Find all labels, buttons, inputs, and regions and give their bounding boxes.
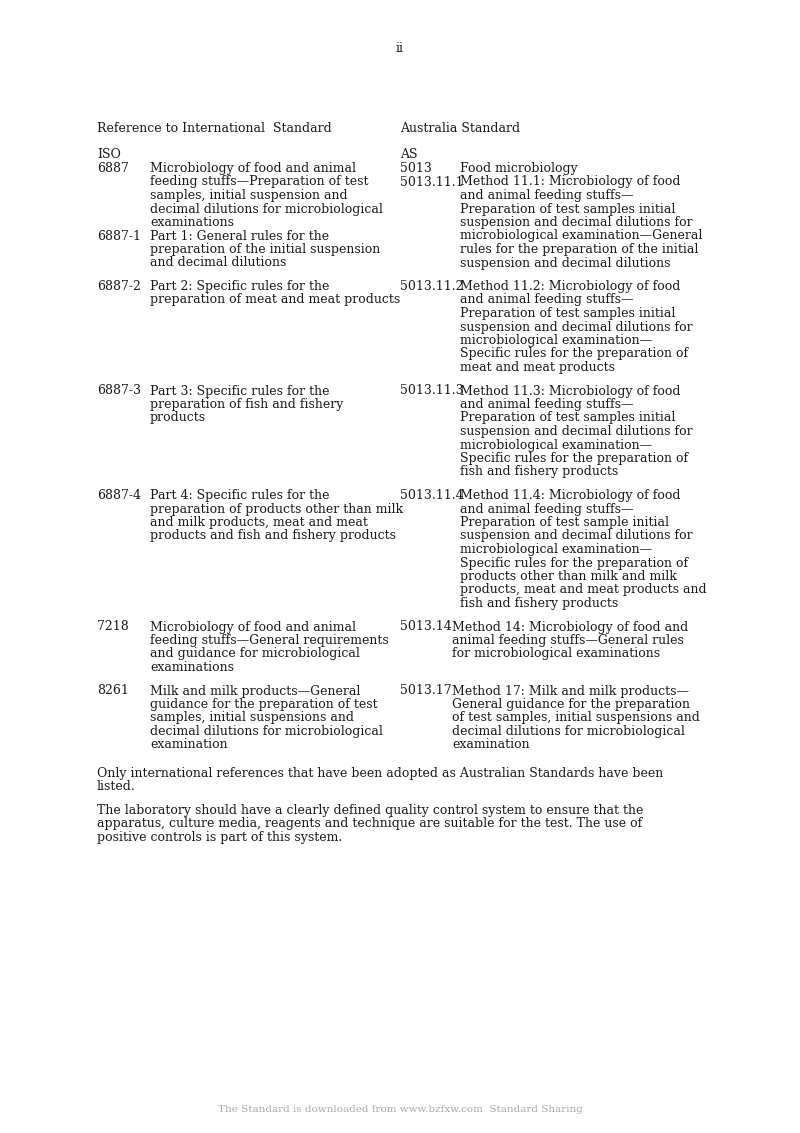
Text: guidance for the preparation of test: guidance for the preparation of test — [150, 698, 378, 712]
Text: samples, initial suspension and: samples, initial suspension and — [150, 189, 348, 202]
Text: products: products — [150, 411, 206, 425]
Text: 6887-1: 6887-1 — [97, 230, 141, 242]
Text: 5013.11.4: 5013.11.4 — [400, 489, 464, 502]
Text: and animal feeding stuffs—: and animal feeding stuffs— — [460, 398, 634, 411]
Text: Method 11.1: Microbiology of food: Method 11.1: Microbiology of food — [460, 176, 681, 188]
Text: Method 11.3: Microbiology of food: Method 11.3: Microbiology of food — [460, 384, 681, 398]
Text: ii: ii — [396, 42, 404, 56]
Text: Food microbiology: Food microbiology — [460, 162, 578, 174]
Text: and guidance for microbiological: and guidance for microbiological — [150, 647, 360, 661]
Text: decimal dilutions for microbiological: decimal dilutions for microbiological — [452, 725, 685, 738]
Text: ISO: ISO — [97, 148, 121, 161]
Text: 6887-3: 6887-3 — [97, 384, 141, 398]
Text: decimal dilutions for microbiological: decimal dilutions for microbiological — [150, 203, 383, 215]
Text: Only international references that have been adopted as Australian Standards hav: Only international references that have … — [97, 767, 663, 780]
Text: listed.: listed. — [97, 781, 136, 793]
Text: preparation of products other than milk: preparation of products other than milk — [150, 503, 403, 516]
Text: 5013.17: 5013.17 — [400, 684, 452, 698]
Text: Preparation of test sample initial: Preparation of test sample initial — [460, 516, 669, 529]
Text: examination: examination — [452, 739, 530, 751]
Text: Part 4: Specific rules for the: Part 4: Specific rules for the — [150, 489, 330, 502]
Text: samples, initial suspensions and: samples, initial suspensions and — [150, 712, 354, 724]
Text: preparation of meat and meat products: preparation of meat and meat products — [150, 293, 400, 307]
Text: fish and fishery products: fish and fishery products — [460, 466, 618, 478]
Text: Microbiology of food and animal: Microbiology of food and animal — [150, 621, 356, 633]
Text: Method 17: Milk and milk products—: Method 17: Milk and milk products— — [452, 684, 689, 698]
Text: products, meat and meat products and: products, meat and meat products and — [460, 583, 706, 596]
Text: suspension and decimal dilutions for: suspension and decimal dilutions for — [460, 425, 693, 438]
Text: 5013.11.2: 5013.11.2 — [400, 280, 463, 293]
Text: Australia Standard: Australia Standard — [400, 122, 520, 135]
Text: The Standard is downloaded from www.bzfxw.com  Standard Sharing: The Standard is downloaded from www.bzfx… — [218, 1105, 582, 1114]
Text: suspension and decimal dilutions for: suspension and decimal dilutions for — [460, 216, 693, 229]
Text: products other than milk and milk: products other than milk and milk — [460, 570, 677, 583]
Text: apparatus, culture media, reagents and technique are suitable for the test. The : apparatus, culture media, reagents and t… — [97, 818, 642, 830]
Text: 6887-2: 6887-2 — [97, 280, 141, 293]
Text: General guidance for the preparation: General guidance for the preparation — [452, 698, 690, 712]
Text: rules for the preparation of the initial: rules for the preparation of the initial — [460, 242, 698, 256]
Text: Milk and milk products—General: Milk and milk products—General — [150, 684, 360, 698]
Text: Microbiology of food and animal: Microbiology of food and animal — [150, 162, 356, 174]
Text: positive controls is part of this system.: positive controls is part of this system… — [97, 830, 342, 844]
Text: microbiological examination—: microbiological examination— — [460, 334, 652, 347]
Text: Reference to International  Standard: Reference to International Standard — [97, 122, 332, 135]
Text: suspension and decimal dilutions: suspension and decimal dilutions — [460, 256, 670, 270]
Text: and milk products, meat and meat: and milk products, meat and meat — [150, 516, 368, 529]
Text: Specific rules for the preparation of: Specific rules for the preparation of — [460, 348, 688, 360]
Text: The laboratory should have a clearly defined quality control system to ensure th: The laboratory should have a clearly def… — [97, 804, 643, 817]
Text: and animal feeding stuffs—: and animal feeding stuffs— — [460, 503, 634, 516]
Text: microbiological examination—: microbiological examination— — [460, 438, 652, 451]
Text: and decimal dilutions: and decimal dilutions — [150, 256, 286, 270]
Text: Method 11.4: Microbiology of food: Method 11.4: Microbiology of food — [460, 489, 681, 502]
Text: and animal feeding stuffs—: and animal feeding stuffs— — [460, 189, 634, 202]
Text: Part 3: Specific rules for the: Part 3: Specific rules for the — [150, 384, 330, 398]
Text: preparation of fish and fishery: preparation of fish and fishery — [150, 398, 343, 411]
Text: Specific rules for the preparation of: Specific rules for the preparation of — [460, 556, 688, 570]
Text: 8261: 8261 — [97, 684, 129, 698]
Text: decimal dilutions for microbiological: decimal dilutions for microbiological — [150, 725, 383, 738]
Text: preparation of the initial suspension: preparation of the initial suspension — [150, 242, 380, 256]
Text: 5013: 5013 — [400, 162, 432, 174]
Text: meat and meat products: meat and meat products — [460, 361, 615, 374]
Text: Part 1: General rules for the: Part 1: General rules for the — [150, 230, 329, 242]
Text: Preparation of test samples initial: Preparation of test samples initial — [460, 203, 675, 215]
Text: feeding stuffs—Preparation of test: feeding stuffs—Preparation of test — [150, 176, 369, 188]
Text: Part 2: Specific rules for the: Part 2: Specific rules for the — [150, 280, 330, 293]
Text: Preparation of test samples initial: Preparation of test samples initial — [460, 307, 675, 320]
Text: AS: AS — [400, 148, 418, 161]
Text: animal feeding stuffs—General rules: animal feeding stuffs—General rules — [452, 634, 684, 647]
Text: of test samples, initial suspensions and: of test samples, initial suspensions and — [452, 712, 700, 724]
Text: examinations: examinations — [150, 216, 234, 229]
Text: suspension and decimal dilutions for: suspension and decimal dilutions for — [460, 529, 693, 543]
Text: examination: examination — [150, 739, 228, 751]
Text: 7218: 7218 — [97, 621, 129, 633]
Text: feeding stuffs—General requirements: feeding stuffs—General requirements — [150, 634, 389, 647]
Text: Specific rules for the preparation of: Specific rules for the preparation of — [460, 452, 688, 465]
Text: and animal feeding stuffs—: and animal feeding stuffs— — [460, 293, 634, 307]
Text: fish and fishery products: fish and fishery products — [460, 597, 618, 610]
Text: examinations: examinations — [150, 661, 234, 674]
Text: microbiological examination—: microbiological examination— — [460, 543, 652, 556]
Text: Preparation of test samples initial: Preparation of test samples initial — [460, 411, 675, 425]
Text: 6887: 6887 — [97, 162, 129, 174]
Text: for microbiological examinations: for microbiological examinations — [452, 647, 660, 661]
Text: 5013.11.1: 5013.11.1 — [400, 176, 464, 188]
Text: 5013.11.3: 5013.11.3 — [400, 384, 464, 398]
Text: 5013.14: 5013.14 — [400, 621, 452, 633]
Text: microbiological examination—General: microbiological examination—General — [460, 230, 702, 242]
Text: products and fish and fishery products: products and fish and fishery products — [150, 529, 396, 543]
Text: Method 14: Microbiology of food and: Method 14: Microbiology of food and — [452, 621, 688, 633]
Text: Method 11.2: Microbiology of food: Method 11.2: Microbiology of food — [460, 280, 680, 293]
Text: suspension and decimal dilutions for: suspension and decimal dilutions for — [460, 321, 693, 333]
Text: 6887-4: 6887-4 — [97, 489, 141, 502]
